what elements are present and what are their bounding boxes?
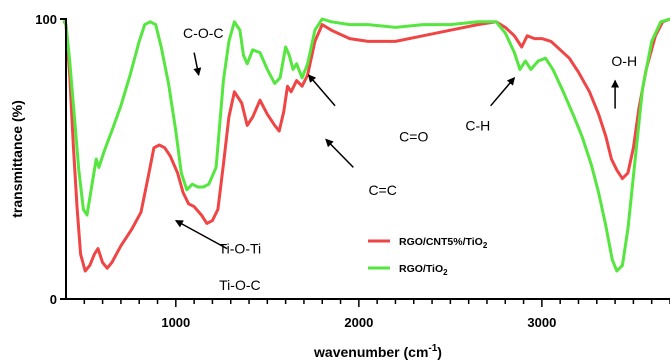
x-tick-label: 1000 [161, 315, 190, 330]
y-tick-label: 0 [50, 292, 57, 307]
series-layer [62, 17, 670, 273]
legend-label-sub: 2 [483, 241, 488, 250]
y-axis-title: transmittance (%) [9, 100, 25, 217]
x-axis-title-main: wavenumber (cm [313, 344, 428, 360]
annotation-label: C=O [399, 129, 428, 145]
annotation-arrow [325, 138, 354, 168]
annotation-label: O-H [611, 53, 637, 69]
series-line-0 [62, 17, 670, 273]
legend-label-main: RGO/TiO [399, 263, 443, 275]
annotation-label: C-H [465, 117, 490, 133]
y-tick-label: 100 [35, 12, 57, 27]
annotation-arrow [307, 74, 336, 107]
legend-label-1: RGO/TiO2 [399, 263, 448, 277]
x-axis-title: wavenumber (cm-1) [313, 343, 442, 360]
annotation-layer: C-O-C C=O C=C Ti-O-Ti Ti-O-C C-H O-H [174, 25, 637, 293]
legend-label-main: RGO/CNT5%/TiO [399, 236, 483, 248]
annotation-label: C=C [368, 182, 396, 198]
annotation-label: C-O-C [183, 25, 223, 41]
series-line-1 [62, 17, 670, 273]
x-axis-title-end: ) [437, 344, 442, 360]
legend-label-sub: 2 [443, 268, 448, 277]
annotation-arrow [174, 219, 228, 250]
axes-layer: 0 100 1000 2000 3000 [35, 12, 670, 330]
annotation-label: Ti-O-Ti [219, 241, 262, 257]
annotation-label: Ti-O-C [219, 277, 260, 293]
x-tick-label: 3000 [527, 315, 556, 330]
x-tick-label: 2000 [344, 315, 373, 330]
legend-label-0: RGO/CNT5%/TiO2 [399, 236, 488, 250]
annotation-arrow [193, 52, 202, 76]
x-axis-title-sup: -1 [428, 343, 437, 354]
annotation-arrow [490, 77, 516, 107]
